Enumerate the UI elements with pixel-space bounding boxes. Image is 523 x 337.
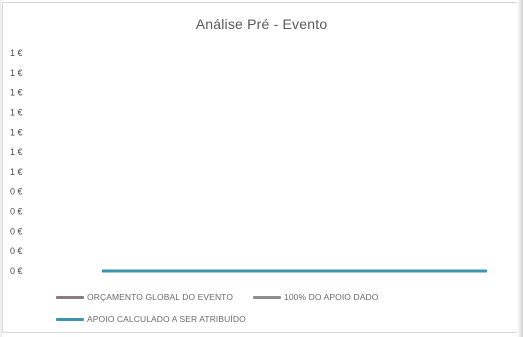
legend-label-apoio-calculado: APOIO CALCULADO A SER ATRIBUÍDO <box>87 314 246 324</box>
y-tick-label: 0 € <box>10 266 23 276</box>
y-tick-label: 0 € <box>10 246 23 256</box>
y-tick-label: 1 € <box>10 88 23 98</box>
legend-swatch-orcamento <box>56 295 84 299</box>
y-tick-label: 1 € <box>10 107 23 117</box>
y-tick-label: 0 € <box>10 187 23 197</box>
legend-item-orcamento: ORÇAMENTO GLOBAL DO EVENTO <box>56 292 233 302</box>
chart-title: Análise Pré - Evento <box>195 16 328 32</box>
y-tick-label: 0 € <box>10 207 23 217</box>
legend-row-1: ORÇAMENTO GLOBAL DO EVENTO 100% DO APOIO… <box>56 290 496 304</box>
legend-label-apoio-dado: 100% DO APOIO DADO <box>284 292 379 302</box>
y-tick-label: 1 € <box>10 127 23 137</box>
legend-swatch-apoio-dado <box>253 295 282 299</box>
y-tick-label: 1 € <box>10 68 23 78</box>
scan-edge-right <box>517 0 523 337</box>
legend-swatch-apoio-calculado <box>56 317 84 321</box>
legend-item-apoio-calculado: APOIO CALCULADO A SER ATRIBUÍDO <box>56 314 246 324</box>
y-tick-label: 1 € <box>10 167 23 177</box>
legend-row-2: APOIO CALCULADO A SER ATRIBUÍDO <box>56 312 496 326</box>
y-tick-label: 1 € <box>10 147 23 157</box>
y-tick-label: 0 € <box>10 226 23 236</box>
legend-label-orcamento: ORÇAMENTO GLOBAL DO EVENTO <box>87 292 234 302</box>
y-tick-label: 1 € <box>10 48 23 58</box>
chart-legend: ORÇAMENTO GLOBAL DO EVENTO 100% DO APOIO… <box>56 290 496 334</box>
y-axis-ticks: 1 € 1 € 1 € 1 € 1 € 1 € 1 € 0 € 0 € 0 € 0 € 0 € <box>10 48 23 276</box>
legend-item-apoio-dado: 100% DO APOIO DADO <box>253 292 378 302</box>
